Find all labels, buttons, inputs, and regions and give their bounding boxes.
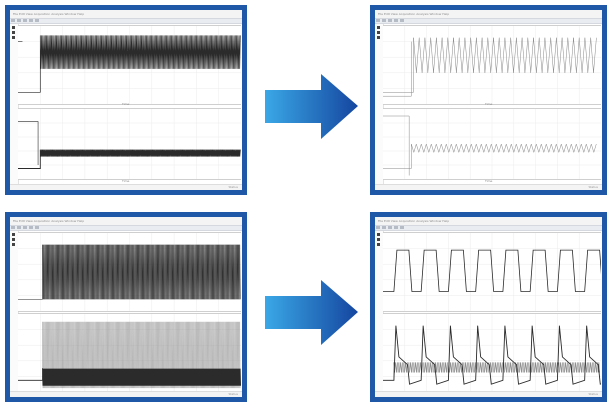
screenshot-panel-top-right: File Edit View Acquisition Analysis Wind…: [370, 5, 607, 195]
trace-channel-2: [383, 314, 601, 392]
plot-channel-1: [18, 25, 241, 105]
waveform: [18, 321, 241, 389]
status-bar: Status: [375, 391, 602, 397]
waveform: [18, 35, 241, 93]
toolbar: [10, 18, 242, 24]
waveform: [383, 143, 597, 169]
plot-channel-1: [383, 232, 601, 312]
x-axis-label: Time: [122, 102, 130, 106]
trace-channel-2: [18, 109, 241, 179]
trace-channel-1: [18, 26, 241, 104]
waveform: [383, 362, 600, 381]
x-axis-label: Time: [122, 179, 130, 183]
screenshot-panel-bottom-right: File Edit View Acquisition Analysis Wind…: [370, 212, 607, 402]
waveform: [383, 37, 597, 93]
x-axis-label: Time: [485, 179, 493, 183]
plot-channel-2: [383, 313, 601, 393]
app-window: File Edit View Acquisition Analysis Wind…: [10, 10, 242, 190]
toolbar: [375, 225, 602, 231]
arrow-right-icon: [265, 74, 358, 139]
screenshot-panel-bottom-left: File Edit View Acquisition Analysis Wind…: [5, 212, 247, 402]
screenshot-panel-top-left: File Edit View Acquisition Analysis Wind…: [5, 5, 247, 195]
waveform: [18, 244, 241, 300]
trace-channel-2: [383, 109, 601, 179]
plot-channel-1: [383, 25, 601, 105]
window-titlebar: File Edit View Acquisition Analysis Wind…: [375, 217, 602, 225]
waveform: [383, 325, 601, 385]
waveform: [383, 41, 412, 97]
waveform: [18, 121, 39, 165]
arrow-right-icon: [265, 280, 358, 345]
app-window: File Edit View Acquisition Analysis Wind…: [375, 10, 602, 190]
app-window: File Edit View Acquisition Analysis Wind…: [375, 217, 602, 397]
waveform: [18, 368, 241, 386]
trace-channel-2: [18, 314, 241, 392]
toolbar: [375, 18, 602, 24]
window-titlebar: File Edit View Acquisition Analysis Wind…: [10, 10, 242, 18]
waveform: [383, 115, 410, 176]
trace-channel-1: [383, 233, 601, 311]
status-bar: Status: [10, 184, 242, 190]
x-axis-label: Time: [485, 102, 493, 106]
plot-channel-1: [18, 232, 241, 312]
window-titlebar: File Edit View Acquisition Analysis Wind…: [10, 217, 242, 225]
status-bar: Status: [10, 391, 242, 397]
trace-channel-1: [383, 26, 601, 104]
window-titlebar: File Edit View Acquisition Analysis Wind…: [375, 10, 602, 18]
waveform: [383, 249, 601, 292]
trace-channel-1: [18, 233, 241, 311]
toolbar: [10, 225, 242, 231]
waveform: [18, 149, 241, 169]
plot-channel-2: [383, 108, 601, 180]
status-bar: Status: [375, 184, 602, 190]
plot-channel-2: [18, 313, 241, 393]
plot-channel-2: [18, 108, 241, 180]
app-window: File Edit View Acquisition Analysis Wind…: [10, 217, 242, 397]
